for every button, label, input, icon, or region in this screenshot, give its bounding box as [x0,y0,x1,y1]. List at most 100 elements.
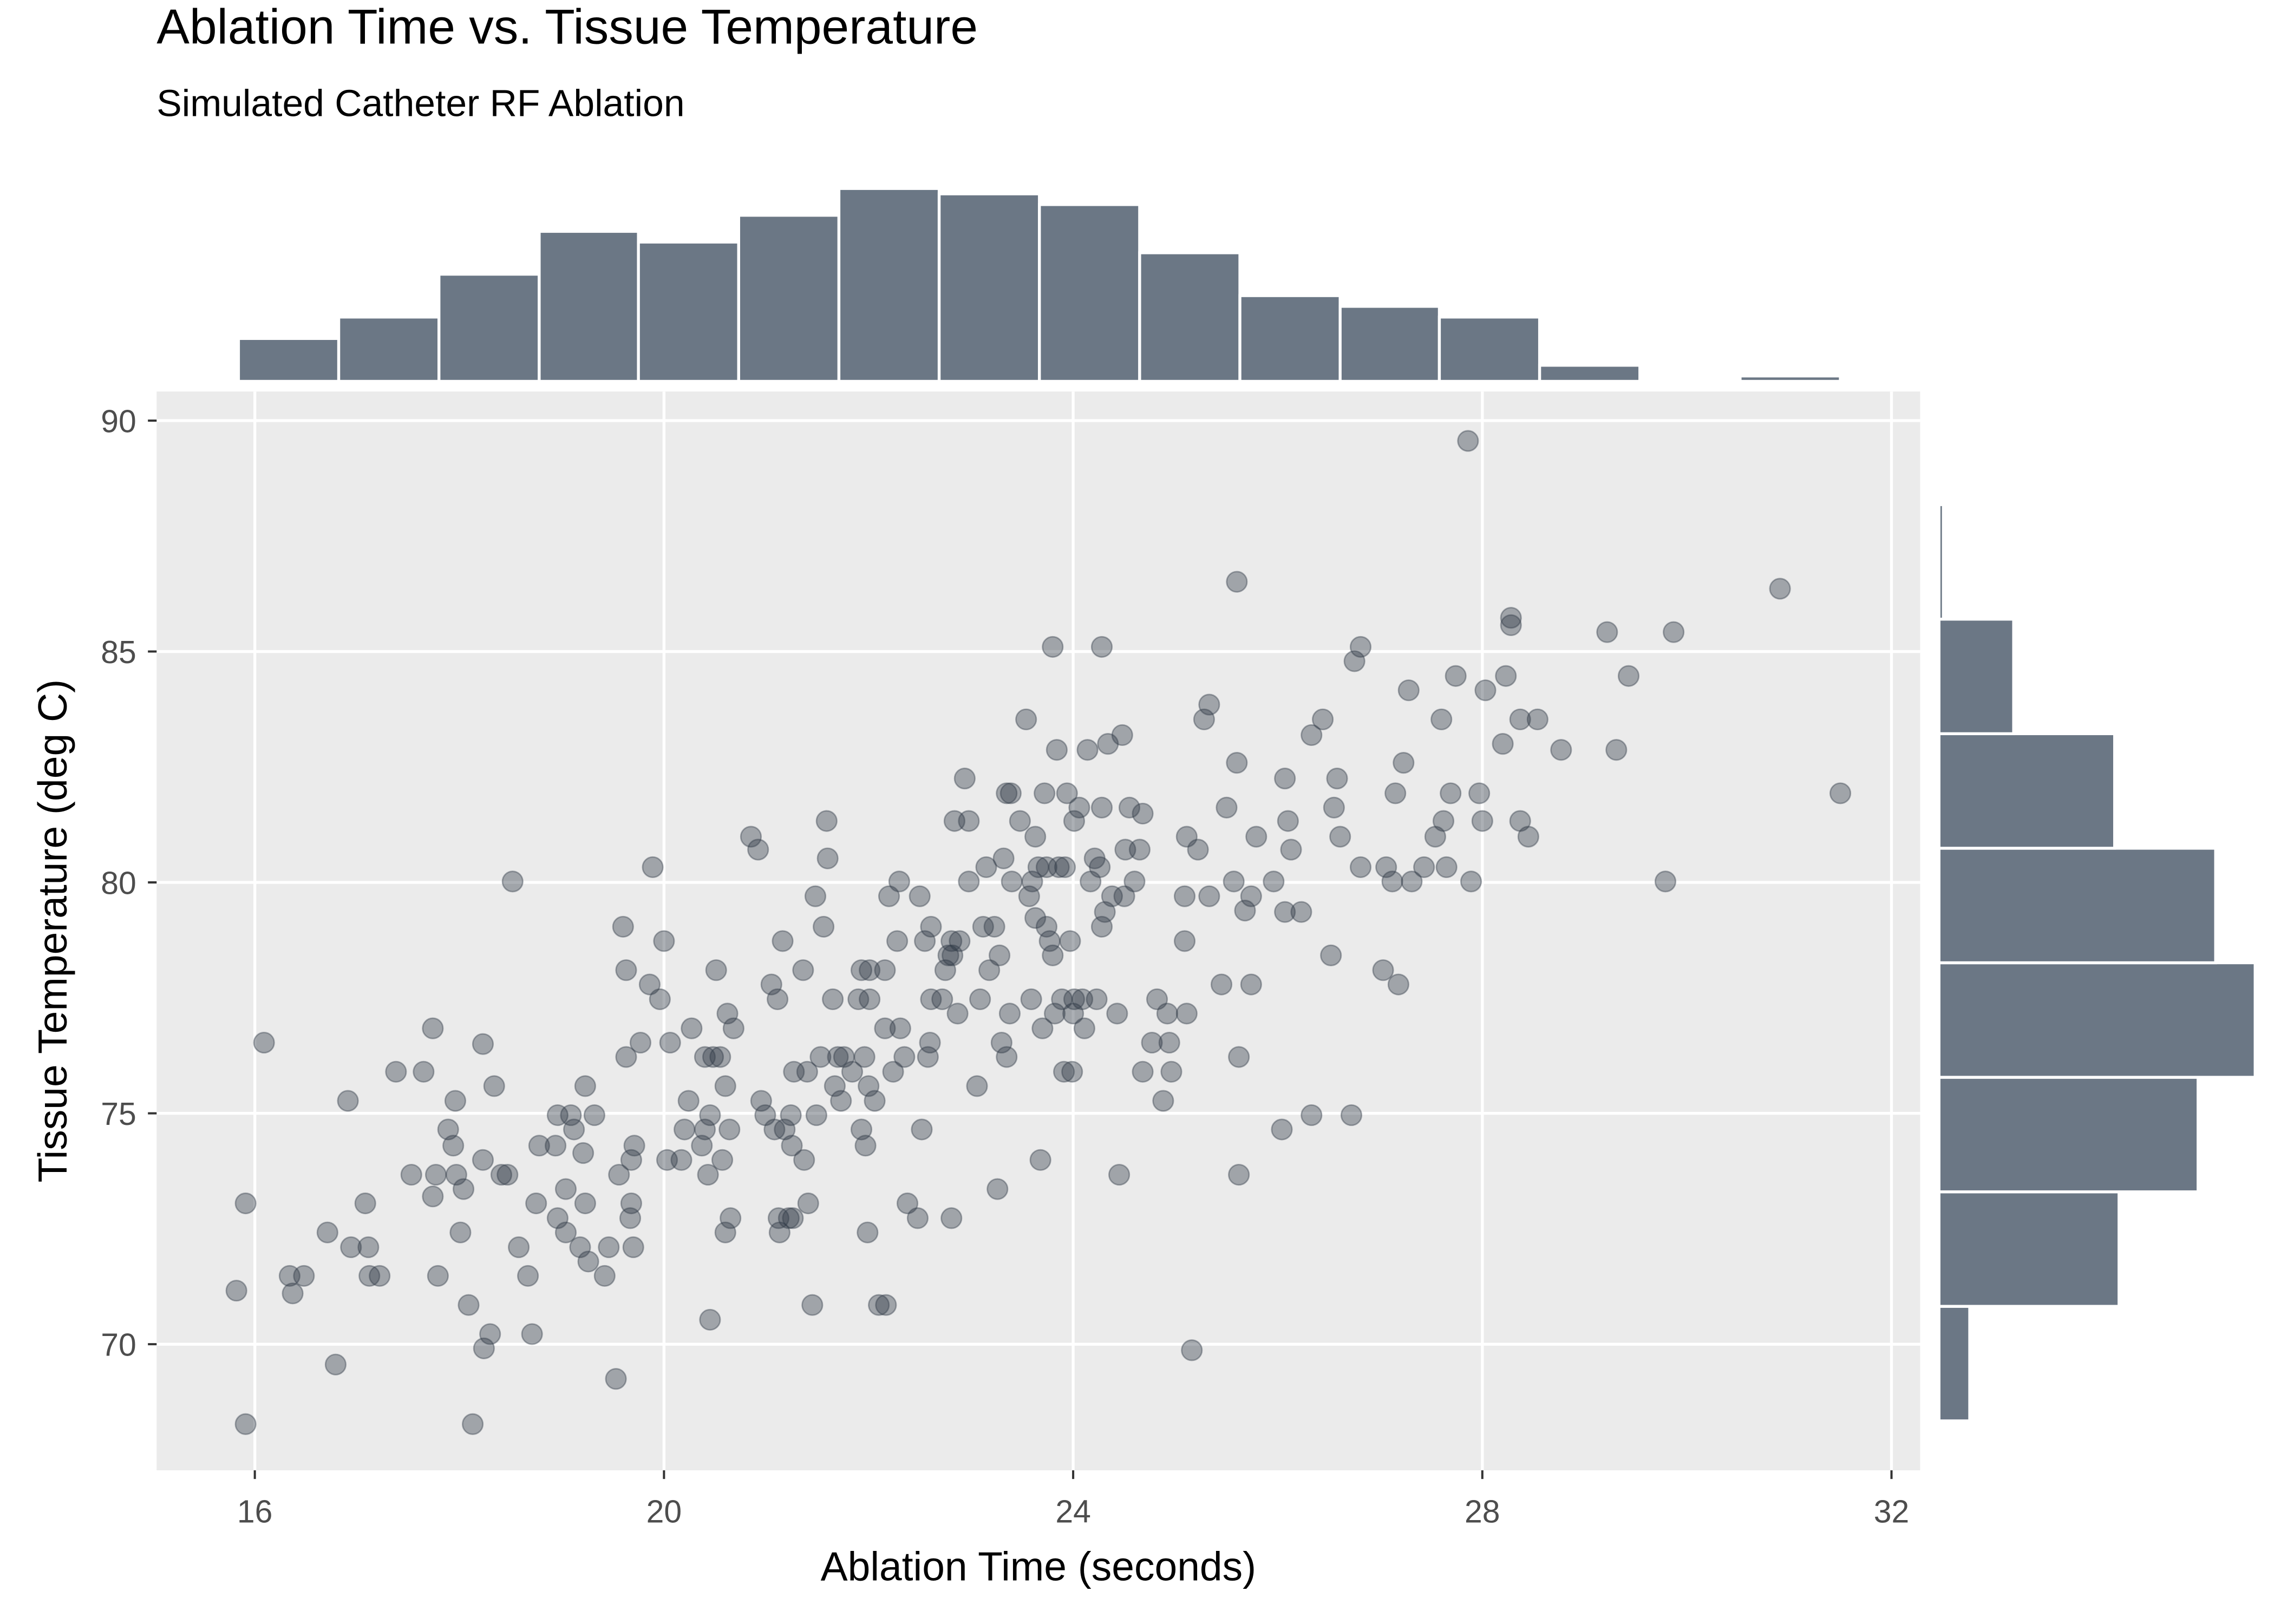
scatter-point [1086,988,1108,1010]
scatter-point [1094,901,1116,923]
scatter-point [857,1221,879,1243]
scatter-point [1118,796,1141,818]
scatter-point [1301,724,1323,746]
scatter-point [1424,826,1446,848]
scatter-point [914,930,936,952]
scatter-point [282,1282,304,1305]
scatter-point [1054,856,1076,879]
scatter-point [1468,782,1491,804]
scatter-point [805,1104,827,1127]
scatter-point [882,1060,904,1083]
y-tick-label: 90 [101,404,136,439]
scatter-point [1290,901,1312,923]
scatter-point [1234,900,1256,922]
scatter-point [813,915,835,938]
scatter-point [919,1032,941,1054]
scatter-point [623,1135,645,1157]
scatter-point [747,839,769,861]
scatter-point [1474,679,1497,702]
scatter-point [697,1163,719,1186]
scatter-point [1035,856,1058,879]
scatter-point [358,1265,381,1287]
scatter-point [253,1032,275,1054]
scatter-point [815,810,838,832]
x-tick-label: 20 [646,1495,682,1530]
scatter-point [1769,578,1791,600]
scatter-point [1029,1149,1051,1171]
scatter-point [966,1075,988,1097]
scatter-point [694,1118,716,1141]
histogram-bar [538,230,640,383]
scatter-point [1175,1003,1198,1025]
scatter-point [1430,708,1453,731]
histogram-bar [1937,847,2217,965]
scatter-point [1063,988,1086,1010]
scatter-point [1397,679,1420,702]
histogram-bar [1138,251,1241,383]
scatter-point [479,1323,501,1345]
histogram-bar [1937,961,2257,1079]
scatter-point [702,1046,724,1068]
scatter-point [1042,636,1064,658]
scatter-point [483,1075,505,1097]
scatter-point [868,1294,890,1316]
scatter-point [501,870,524,893]
scatter-point [1073,1017,1095,1039]
scatter-point [1132,1060,1154,1083]
scatter-point [859,959,881,981]
scatter-point [545,1135,567,1157]
scatter-point [1009,810,1031,832]
scatter-point [934,959,957,981]
scatter-point [1031,1017,1054,1039]
scatter-point [969,988,991,1010]
histogram-bar [1038,203,1141,383]
scatter-point [316,1221,338,1243]
scatter-point [1097,733,1119,755]
scatter-point [1048,856,1070,879]
scatter-point [833,1046,855,1068]
scatter-point [1311,708,1334,731]
scatter-point [1156,1003,1178,1025]
scatter-point [943,810,966,832]
histogram-bar [937,192,1041,383]
scatter-point [830,1090,852,1112]
scatter-point [1500,614,1522,636]
scatter-point [1076,739,1099,761]
scatter-point [1021,870,1043,893]
scatter-point [958,810,980,832]
scatter-point [986,1178,1009,1200]
scatter-point [911,1118,933,1141]
y-tick-label: 85 [101,635,136,670]
scatter-point [461,1413,484,1435]
scatter-point [1042,944,1064,966]
scatter-point [699,1104,721,1127]
scatter-point [942,944,964,966]
scatter-point [1277,810,1299,832]
scatter-point [804,885,827,907]
scatter-point [740,826,762,848]
scatter-point [1509,810,1531,832]
scatter-point [931,988,953,1010]
scatter-point [656,1149,678,1171]
scatter-point [278,1265,300,1287]
scatter-point [1605,739,1628,761]
scatter-point [369,1265,391,1287]
scatter-point [1228,1163,1250,1186]
scatter-point [413,1060,435,1083]
scatter-point [720,1207,742,1229]
scatter-point [983,915,1005,938]
scatter-point [1323,796,1345,818]
scatter-point [324,1353,347,1376]
scatter-point [886,930,909,952]
scatter-point [677,1090,700,1112]
scatter-point [796,1060,818,1083]
scatter-point [972,915,994,938]
histogram-bar [637,240,740,383]
scatter-point [615,1046,637,1068]
scatter-point [1001,870,1023,893]
scatter-point [422,1186,444,1208]
scatter-point [827,1046,849,1068]
scatter-point [850,959,873,981]
